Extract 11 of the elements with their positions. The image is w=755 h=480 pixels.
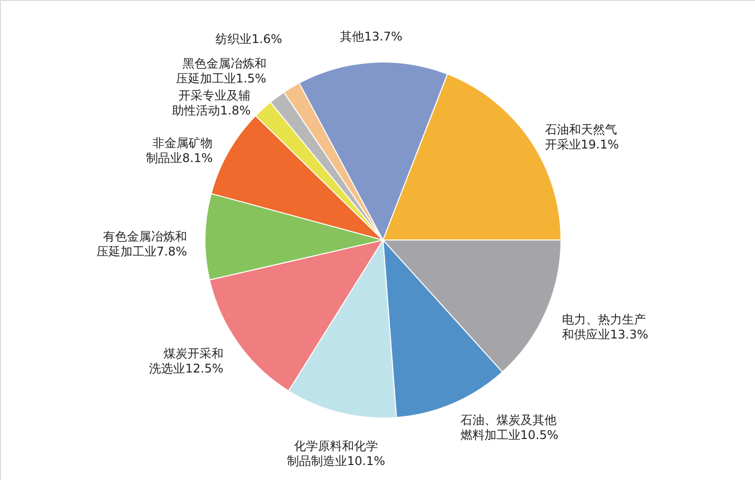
slice-label: 电力、热力生产和供应业13.3% bbox=[562, 312, 648, 342]
slice-label: 化学原料和化学制品制造业10.1% bbox=[286, 438, 386, 468]
slice-label: 煤炭开采和洗选业12.5% bbox=[149, 346, 224, 376]
slice-label: 开采专业及辅助性活动1.8% bbox=[172, 88, 251, 118]
slice-label: 其他13.7% bbox=[340, 29, 402, 44]
slice-label: 石油和天然气开采业19.1% bbox=[544, 122, 619, 152]
slice-label: 纺织业1.6% bbox=[216, 32, 282, 46]
slice-label: 有色金属冶炼和压延加工业7.8% bbox=[96, 229, 188, 258]
slice-label: 黑色金属冶炼和压延加工业1.5% bbox=[176, 56, 266, 86]
slice-label: 石油、煤炭及其他燃料加工业10.5% bbox=[460, 413, 558, 442]
slice-label: 非金属矿物制品业8.1% bbox=[146, 136, 213, 165]
